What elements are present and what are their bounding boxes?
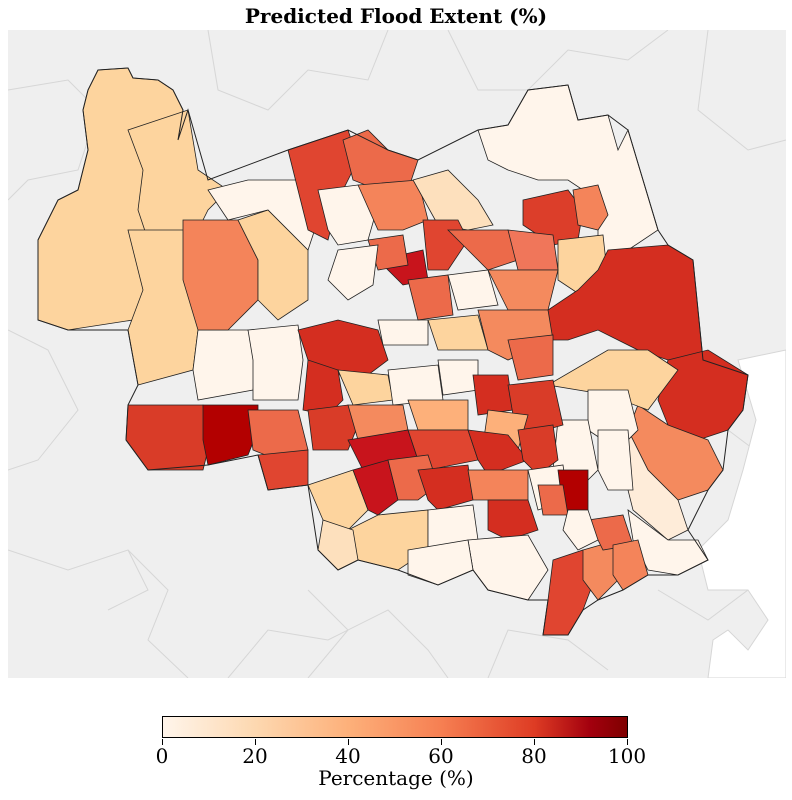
region-center-orange-8[interactable]	[537, 484, 569, 516]
region-southwest-dark[interactable]	[202, 404, 259, 466]
colorbar-gradient	[162, 716, 628, 738]
region-south-pale-5[interactable]	[562, 509, 599, 551]
colorbar-tick-label: 20	[242, 744, 268, 768]
region-center-pale-5[interactable]	[437, 359, 479, 396]
region-center-white-3[interactable]	[447, 269, 499, 311]
region-center-pale-1[interactable]	[377, 319, 429, 346]
choropleth-map	[8, 30, 786, 678]
region-center-red-7[interactable]	[407, 274, 454, 321]
region-center-pale-2[interactable]	[327, 244, 379, 301]
colorbar-tick-label: 0	[155, 744, 169, 768]
region-south-red-3[interactable]	[487, 499, 539, 541]
region-northeast-orange[interactable]	[572, 184, 609, 231]
region-north-orange-3[interactable]	[357, 179, 429, 231]
zip-regions	[37, 67, 749, 636]
region-west-pale-2[interactable]	[247, 324, 304, 401]
region-north-white-1[interactable]	[207, 179, 319, 251]
colorbar-tick	[441, 739, 442, 745]
region-north-red-2[interactable]	[342, 129, 419, 191]
region-south-pale-1[interactable]	[307, 469, 369, 531]
colorbar-tick	[255, 739, 256, 745]
colorbar-tick-label: 40	[335, 744, 361, 768]
colorbar-tick-label: 80	[521, 744, 547, 768]
region-center-red-11[interactable]	[307, 404, 359, 451]
colorbar: 0 20 40 60 80 100 Percentage (%)	[0, 700, 792, 800]
colorbar-tick	[534, 739, 535, 745]
bay-water	[697, 349, 786, 678]
region-center-tan-3[interactable]	[427, 314, 489, 351]
region-center-red-14[interactable]	[467, 429, 529, 476]
region-south-red-1[interactable]	[352, 459, 399, 516]
colorbar-label: Percentage (%)	[318, 766, 474, 790]
region-center-orange-6[interactable]	[407, 399, 469, 431]
colorbar-tick	[348, 739, 349, 745]
region-center-red-9[interactable]	[472, 374, 514, 416]
region-center-red-8[interactable]	[507, 334, 554, 381]
region-center-red-5[interactable]	[447, 229, 519, 271]
colorbar-tick	[627, 739, 628, 745]
region-center-pale-4[interactable]	[387, 364, 444, 406]
study-area-outline	[37, 67, 749, 636]
colorbar-tick-label: 100	[607, 744, 647, 768]
region-east-pale-4[interactable]	[597, 429, 634, 491]
region-west-pale-1[interactable]	[192, 329, 259, 401]
map-title: Predicted Flood Extent (%)	[244, 4, 548, 28]
region-south-red-2[interactable]	[417, 464, 474, 511]
region-south-orange-2[interactable]	[467, 469, 529, 501]
colorbar-tick	[162, 739, 163, 745]
colorbar-tick-label: 60	[428, 744, 454, 768]
